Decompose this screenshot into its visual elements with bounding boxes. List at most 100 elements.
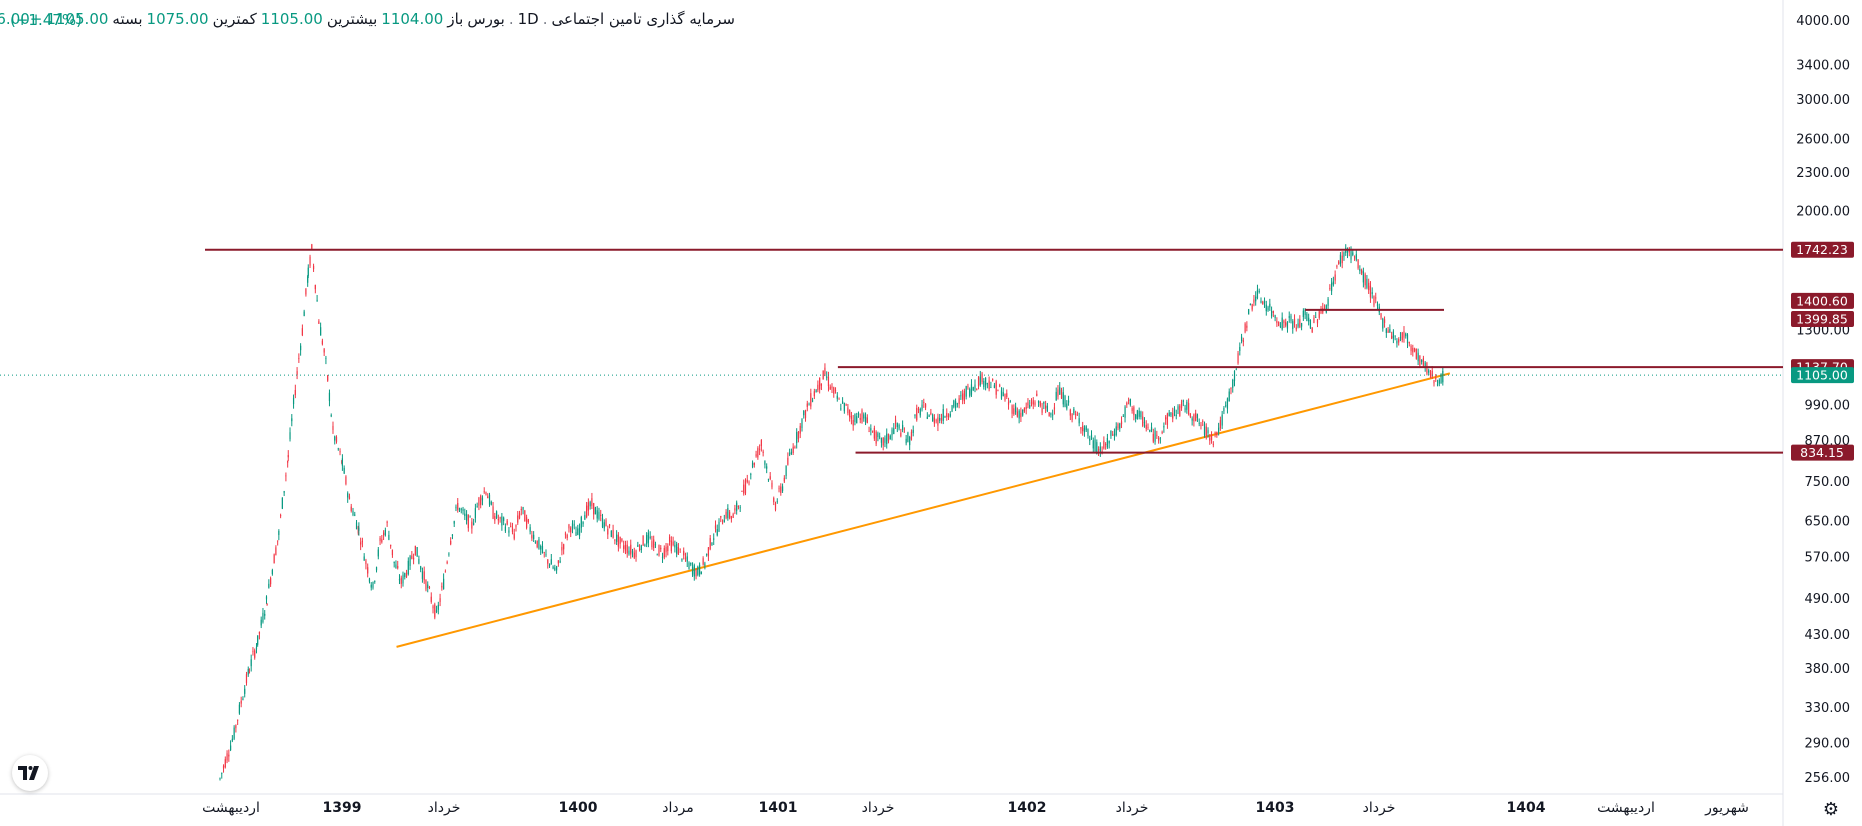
candle-body — [328, 392, 331, 401]
candle-body — [810, 393, 812, 407]
candle-body — [1186, 401, 1188, 410]
candle-body — [1205, 426, 1207, 437]
price-axis[interactable]: 4000.00 3400.00 3000.00 2600.00 2300.00 2000.… — [1791, 14, 1854, 786]
candle-body — [1256, 289, 1259, 298]
candle-body — [1015, 406, 1017, 413]
candle-body — [1315, 317, 1317, 318]
change-pct: (+1.47%) — [10, 11, 82, 29]
candle-body — [946, 413, 948, 417]
candle-body — [318, 321, 320, 324]
candle-body — [737, 505, 740, 507]
candle-body — [1233, 371, 1236, 381]
candle-body — [1286, 322, 1289, 329]
exchange-label[interactable]: بورس — [467, 10, 505, 28]
candle-body — [762, 451, 764, 454]
candle-body — [995, 381, 997, 395]
candle-body — [849, 409, 851, 418]
price-tick-label: 380.00 — [1805, 662, 1851, 677]
candle-body — [677, 546, 680, 555]
candle-body — [1293, 318, 1296, 324]
candle-body — [1016, 411, 1018, 417]
candle-body — [1152, 433, 1154, 442]
time-tick-label: خرداد — [428, 800, 461, 816]
candle-body — [524, 510, 526, 522]
candle-body — [1036, 393, 1038, 396]
candle-body — [944, 416, 946, 418]
candle-body — [1011, 405, 1013, 414]
candle-body — [893, 428, 895, 435]
candle-body — [1240, 336, 1243, 341]
candle-body — [233, 727, 235, 739]
candle-body — [1025, 406, 1027, 409]
candle-body — [404, 573, 406, 578]
candle-body — [900, 432, 902, 437]
low-label: کمترین — [212, 10, 257, 28]
candle-body — [1281, 317, 1283, 330]
candle-body — [932, 414, 934, 422]
candle-body — [405, 572, 408, 577]
candle-body — [224, 759, 226, 768]
candle-body — [1078, 418, 1080, 424]
candle-body — [1285, 322, 1287, 326]
candle-body — [960, 395, 962, 397]
candle-body — [1062, 392, 1064, 405]
candle-body — [815, 390, 817, 393]
candle-body — [713, 538, 715, 540]
candle-body — [845, 403, 847, 405]
candle-body — [882, 437, 884, 446]
candle-body — [778, 488, 780, 490]
candle-body — [607, 528, 609, 535]
candle-body — [838, 398, 840, 400]
candle-body — [647, 532, 649, 543]
time-tick-label: شهریور — [1704, 800, 1749, 816]
candle-body — [819, 377, 821, 390]
candle-body — [1355, 254, 1357, 260]
price-tick-label: 2300.00 — [1796, 166, 1850, 181]
candle-body — [391, 549, 394, 556]
candle-body — [1406, 334, 1409, 344]
candle-body — [847, 407, 849, 414]
candle-body — [767, 479, 770, 481]
time-axis[interactable]: اردیبهشت 1399 خرداد 1400 مرداد 1401 خرداد 1402 خ… — [202, 800, 1749, 816]
candle-body — [363, 556, 365, 561]
candle-body — [736, 502, 738, 511]
candle-body — [663, 548, 665, 558]
candle-body — [1343, 252, 1345, 257]
trendline[interactable] — [396, 372, 1451, 648]
candle-body — [1376, 304, 1379, 306]
candle-body — [1274, 315, 1276, 318]
candle-body — [608, 524, 611, 526]
candle-body — [990, 387, 992, 388]
symbol-name[interactable]: سرمایه گذاری تامین اجتماعی — [551, 10, 735, 28]
candle-body — [1071, 413, 1073, 420]
candle-body — [902, 424, 904, 430]
high-value: 1105.00 — [260, 10, 323, 28]
candle-body — [1209, 437, 1211, 441]
candle-body — [430, 596, 432, 602]
candle-body — [1117, 424, 1119, 429]
candle-body — [258, 631, 261, 634]
candle-body — [621, 538, 623, 541]
candle-body — [409, 556, 411, 566]
candle-body — [219, 778, 221, 780]
candle-body — [247, 668, 249, 675]
candle-body — [1383, 319, 1386, 323]
candle-body — [545, 554, 547, 556]
gear-icon[interactable]: ⚙ — [1822, 799, 1840, 820]
change-value: +16.00 — [0, 10, 43, 28]
candle-body — [1147, 427, 1149, 428]
candle-body — [370, 584, 372, 588]
interval-label[interactable]: 1D — [517, 10, 539, 28]
candle-body — [686, 556, 688, 562]
tradingview-logo-icon[interactable] — [12, 755, 48, 791]
candle-body — [856, 416, 858, 424]
candle-body — [1076, 415, 1078, 416]
candle-body — [226, 753, 228, 761]
candle-body — [935, 420, 937, 422]
candle-body — [917, 408, 920, 410]
candle-body — [1006, 393, 1008, 398]
symbol-legend[interactable]: (+1.47%) — [10, 10, 82, 29]
candle-body — [547, 559, 549, 564]
